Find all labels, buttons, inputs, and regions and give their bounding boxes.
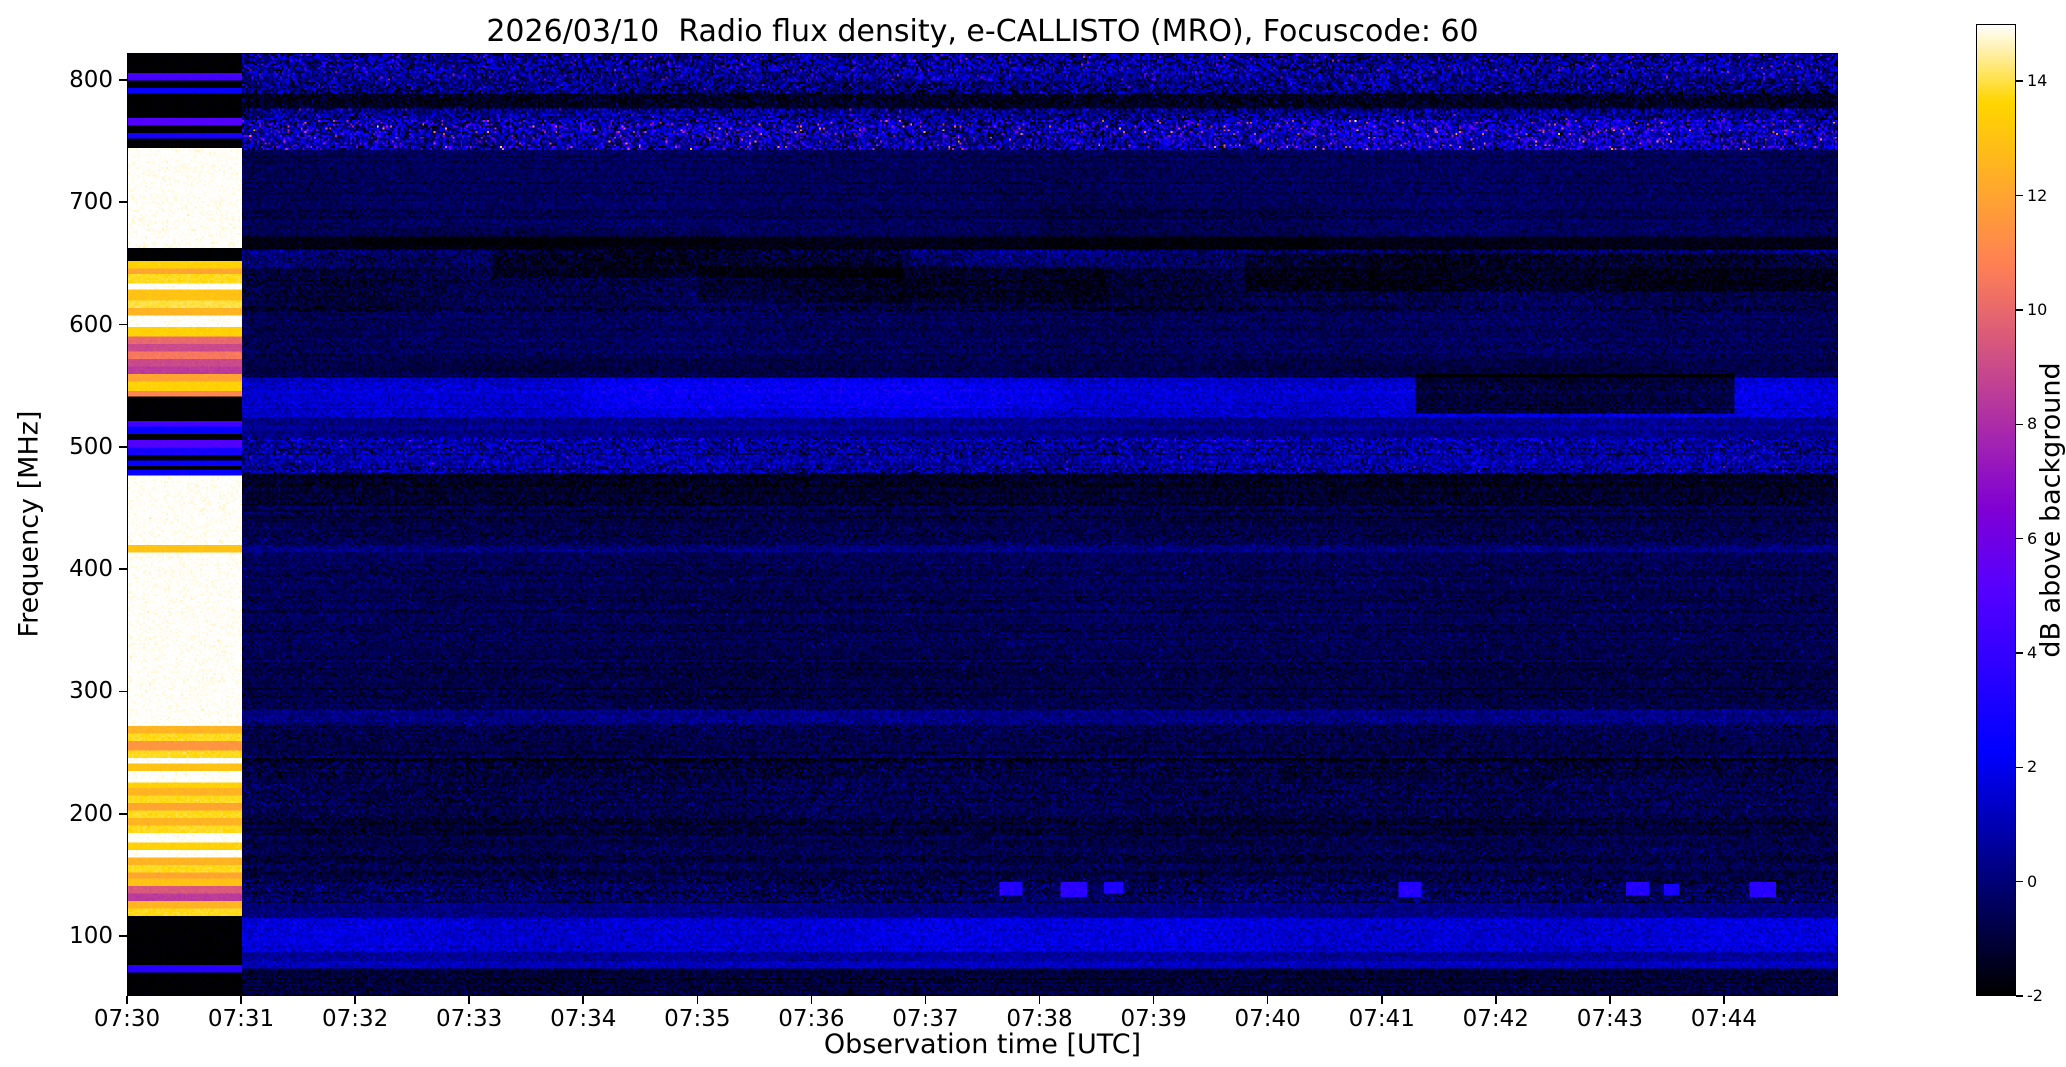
y-tick-mark (119, 568, 127, 570)
y-tick-label: 700 (69, 189, 113, 216)
y-tick-mark (119, 935, 127, 937)
y-tick-label: 300 (69, 678, 113, 705)
y-tick-mark (119, 812, 127, 815)
colorbar-tick-mark (2016, 194, 2023, 197)
plot-area (127, 53, 1838, 996)
colorbar-tick-mark (2016, 309, 2023, 311)
colorbar (1976, 24, 2016, 996)
spectrogram-canvas (128, 54, 1837, 995)
x-tick-label: 07:37 (892, 1006, 959, 1032)
colorbar-tick-label: 6 (2027, 528, 2038, 548)
x-tick-mark (1495, 996, 1497, 1004)
x-tick-mark (126, 996, 128, 1004)
colorbar-tick-mark (2016, 80, 2023, 82)
y-tick-label: 600 (69, 311, 113, 338)
x-tick-label: 07:36 (778, 1006, 845, 1032)
plot-title: 2026/03/10 Radio flux density, e-CALLIST… (486, 14, 1479, 49)
x-tick-label: 07:34 (550, 1006, 617, 1032)
x-tick-mark (354, 996, 356, 1004)
x-tick-mark (1723, 996, 1725, 1004)
colorbar-tick-label: 10 (2027, 299, 2048, 319)
y-tick-label: 800 (69, 66, 113, 93)
colorbar-canvas (1977, 25, 2015, 995)
x-tick-mark (1266, 996, 1269, 1004)
x-tick-label: 07:43 (1576, 1006, 1643, 1032)
colorbar-tick-label: 12 (2027, 185, 2048, 205)
colorbar-tick-label: 14 (2027, 71, 2048, 91)
colorbar-tick-mark (2016, 995, 2023, 997)
x-tick-label: 07:32 (321, 1006, 389, 1032)
x-tick-mark (696, 996, 699, 1004)
x-tick-label: 07:42 (1462, 1006, 1529, 1032)
x-tick-label: 07:33 (436, 1006, 503, 1032)
x-axis-label: Observation time [UTC] (823, 1029, 1142, 1060)
x-tick-mark (810, 996, 813, 1004)
x-tick-label: 07:31 (207, 1006, 275, 1032)
y-tick-mark (119, 446, 127, 448)
colorbar-tick-label: 2 (2027, 757, 2038, 777)
x-tick-mark (1609, 996, 1611, 1004)
x-tick-label: 07:40 (1234, 1006, 1301, 1032)
x-tick-mark (1152, 996, 1155, 1004)
colorbar-tick-label: 8 (2027, 414, 2038, 434)
y-tick-label: 100 (69, 923, 113, 950)
y-tick-mark (119, 79, 127, 81)
y-tick-mark (119, 201, 127, 203)
colorbar-tick-mark (2016, 766, 2023, 768)
colorbar-tick-mark (2016, 880, 2023, 883)
x-tick-label: 07:41 (1348, 1006, 1415, 1032)
x-tick-label: 07:44 (1690, 1006, 1758, 1032)
colorbar-tick-mark (2016, 537, 2023, 540)
x-tick-mark (468, 996, 470, 1004)
x-tick-label: 07:30 (93, 1006, 161, 1032)
y-tick-label: 400 (69, 556, 113, 583)
x-tick-mark (1038, 996, 1041, 1004)
colorbar-tick-mark (2016, 652, 2023, 654)
x-tick-mark (582, 996, 585, 1004)
y-tick-label: 500 (69, 433, 113, 460)
x-tick-label: 07:39 (1120, 1006, 1187, 1032)
colorbar-tick-label: -2 (2027, 986, 2043, 1005)
colorbar-tick-mark (2016, 423, 2023, 425)
colorbar-label: dB above background (2035, 362, 2066, 658)
x-tick-label: 07:35 (664, 1006, 731, 1032)
x-tick-label: 07:38 (1006, 1006, 1073, 1032)
y-tick-mark (119, 690, 127, 693)
x-tick-mark (240, 996, 242, 1004)
x-tick-mark (924, 996, 927, 1004)
y-tick-label: 200 (69, 800, 113, 827)
colorbar-tick-label: 0 (2027, 871, 2038, 891)
y-tick-mark (119, 323, 127, 326)
colorbar-tick-label: 4 (2027, 642, 2038, 662)
x-tick-mark (1380, 996, 1383, 1004)
y-axis-label: Frequency [MHz] (13, 410, 45, 638)
